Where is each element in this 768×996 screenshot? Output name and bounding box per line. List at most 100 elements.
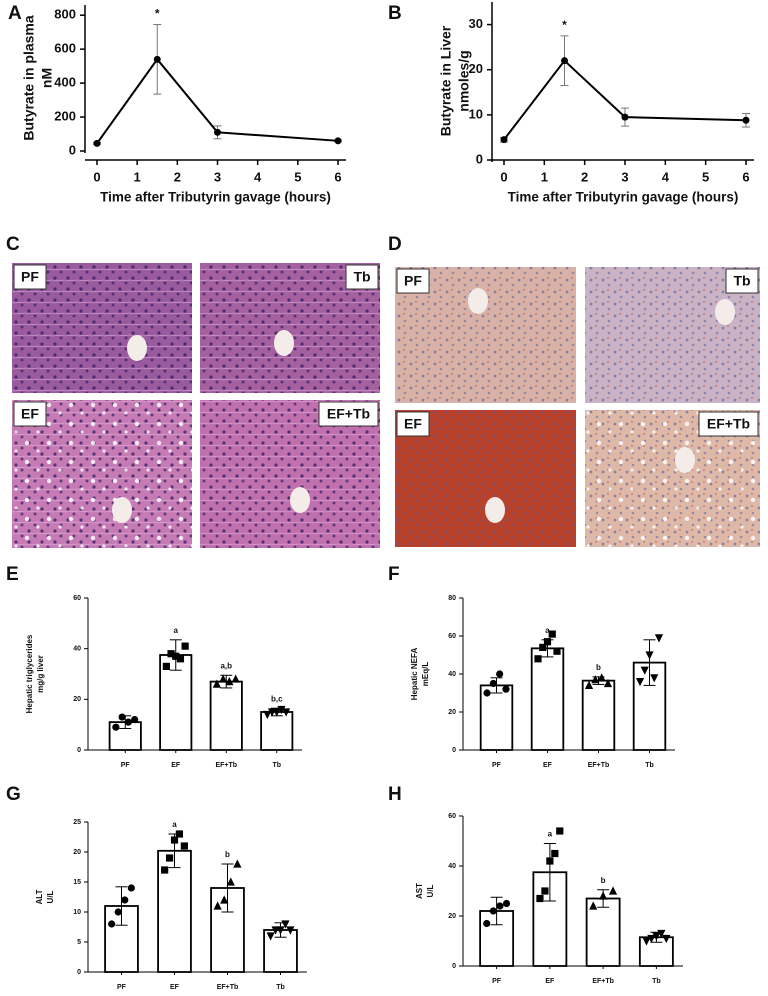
y-tick-label: 20 <box>73 696 81 703</box>
data-point <box>539 643 547 651</box>
y-tick-label: 15 <box>73 879 81 886</box>
x-tick-label: 2 <box>174 169 181 184</box>
y-tick-label: 80 <box>448 595 456 602</box>
tile-label: EF+Tb <box>327 406 370 422</box>
central-vein <box>127 335 147 361</box>
x-tick-label: EF <box>171 762 181 769</box>
x-tick-label: 5 <box>702 169 709 184</box>
data-point <box>502 899 511 908</box>
tile-label: Tb <box>733 273 750 289</box>
data-point <box>742 116 750 124</box>
data-point <box>548 630 556 638</box>
data-point <box>170 836 179 844</box>
data-point <box>276 926 285 935</box>
central-vein <box>274 330 294 356</box>
data-point <box>546 857 554 865</box>
y-axis-label: Butyrate in plasma <box>21 15 37 140</box>
data-point <box>131 716 139 724</box>
data-point <box>93 139 101 147</box>
y-tick-label: 0 <box>69 142 76 157</box>
tile-label: EF <box>404 416 422 432</box>
data-point <box>172 652 180 660</box>
y-tick-label: 0 <box>452 747 456 754</box>
x-tick-label: EF+Tb <box>592 978 614 985</box>
y-tick-label: 60 <box>448 633 456 640</box>
y-tick-label: 60 <box>448 813 456 820</box>
tile-label: PF <box>404 273 422 289</box>
tile-label-box <box>698 411 759 437</box>
data-point <box>112 723 120 731</box>
y-axis-label: AST <box>415 883 424 899</box>
data-point <box>556 827 564 835</box>
significance-label: b,c <box>271 694 283 703</box>
y-tick-label: 800 <box>54 7 76 22</box>
data-point <box>175 830 184 838</box>
data-point <box>281 920 290 929</box>
y-tick-label: 5 <box>77 939 81 946</box>
panel-letter: B <box>388 3 402 24</box>
annotation: * <box>562 18 567 32</box>
data-point <box>167 650 175 658</box>
x-tick-label: 1 <box>541 169 548 184</box>
x-tick-label: 4 <box>662 169 670 184</box>
panel-letter: C <box>6 234 20 255</box>
data-point <box>500 136 508 144</box>
data-point <box>662 934 671 944</box>
tile-label-box <box>396 411 430 437</box>
tile-label: Tb <box>353 269 370 285</box>
central-vein <box>112 497 132 523</box>
data-point <box>621 113 629 121</box>
central-vein <box>290 487 310 513</box>
data-point <box>266 932 275 941</box>
panel-letter: A <box>8 3 22 24</box>
y-axis-label: Butyrate in Liver <box>438 25 454 136</box>
x-tick-label: EF+Tb <box>215 762 237 769</box>
x-tick-label: Tb <box>652 978 661 985</box>
data-point <box>118 713 126 721</box>
significance-label: b <box>601 876 606 885</box>
x-tick-label: PF <box>117 984 127 991</box>
central-vein <box>468 288 488 314</box>
bar <box>260 711 294 751</box>
data-point <box>536 894 544 903</box>
data-point <box>225 677 234 686</box>
data-point <box>286 926 295 935</box>
tile-label-box <box>725 268 759 294</box>
y-tick-label: 200 <box>54 108 76 123</box>
data-point <box>219 674 228 683</box>
data-point <box>226 877 235 886</box>
x-tick-label: Tb <box>276 984 285 991</box>
data-point <box>599 891 608 900</box>
data-point <box>489 679 497 688</box>
data-point <box>657 929 666 939</box>
tile-label-box <box>13 264 47 290</box>
data-point <box>489 907 497 915</box>
data-point <box>334 137 342 145</box>
y-axis-label: U/L <box>46 890 55 903</box>
data-point <box>502 685 510 693</box>
y-tick-label: 60 <box>73 595 81 602</box>
tile-label-box <box>396 268 430 294</box>
data-point <box>534 655 542 663</box>
data-point <box>608 886 618 895</box>
x-tick-label: EF <box>170 984 180 991</box>
data-point <box>584 680 594 689</box>
y-axis-label: mg/g liver <box>36 655 45 693</box>
y-tick-label: 30 <box>469 16 483 31</box>
significance-label: a <box>174 626 179 635</box>
data-point <box>162 662 170 670</box>
x-tick-label: EF <box>545 978 555 985</box>
bar <box>530 647 565 751</box>
data-line <box>503 59 747 141</box>
x-tick-label: Tb <box>272 762 281 769</box>
y-axis-label: Hepatic NEFA <box>410 648 419 701</box>
central-vein <box>715 299 735 325</box>
data-point <box>496 902 504 910</box>
data-point <box>220 895 229 904</box>
significance-label: a <box>548 830 553 839</box>
y-tick-label: 0 <box>77 969 81 976</box>
x-tick-label: 3 <box>621 169 628 184</box>
annotation: * <box>155 7 160 21</box>
y-tick-label: 10 <box>73 909 81 916</box>
y-tick-label: 0 <box>452 963 456 970</box>
